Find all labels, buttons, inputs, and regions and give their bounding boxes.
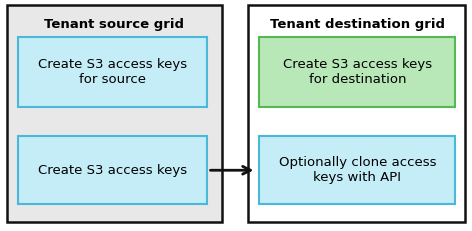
Text: Tenant source grid: Tenant source grid [44,18,184,31]
FancyBboxPatch shape [7,5,222,222]
Text: Create S3 access keys
for source: Create S3 access keys for source [38,58,187,86]
FancyBboxPatch shape [259,37,455,107]
Text: Create S3 access keys: Create S3 access keys [38,164,187,177]
Text: Optionally clone access
keys with API: Optionally clone access keys with API [278,156,436,184]
FancyBboxPatch shape [18,37,207,107]
FancyBboxPatch shape [248,5,465,222]
Text: Tenant destination grid: Tenant destination grid [270,18,445,31]
FancyBboxPatch shape [18,136,207,204]
Text: Create S3 access keys
for destination: Create S3 access keys for destination [283,58,432,86]
FancyBboxPatch shape [259,136,455,204]
